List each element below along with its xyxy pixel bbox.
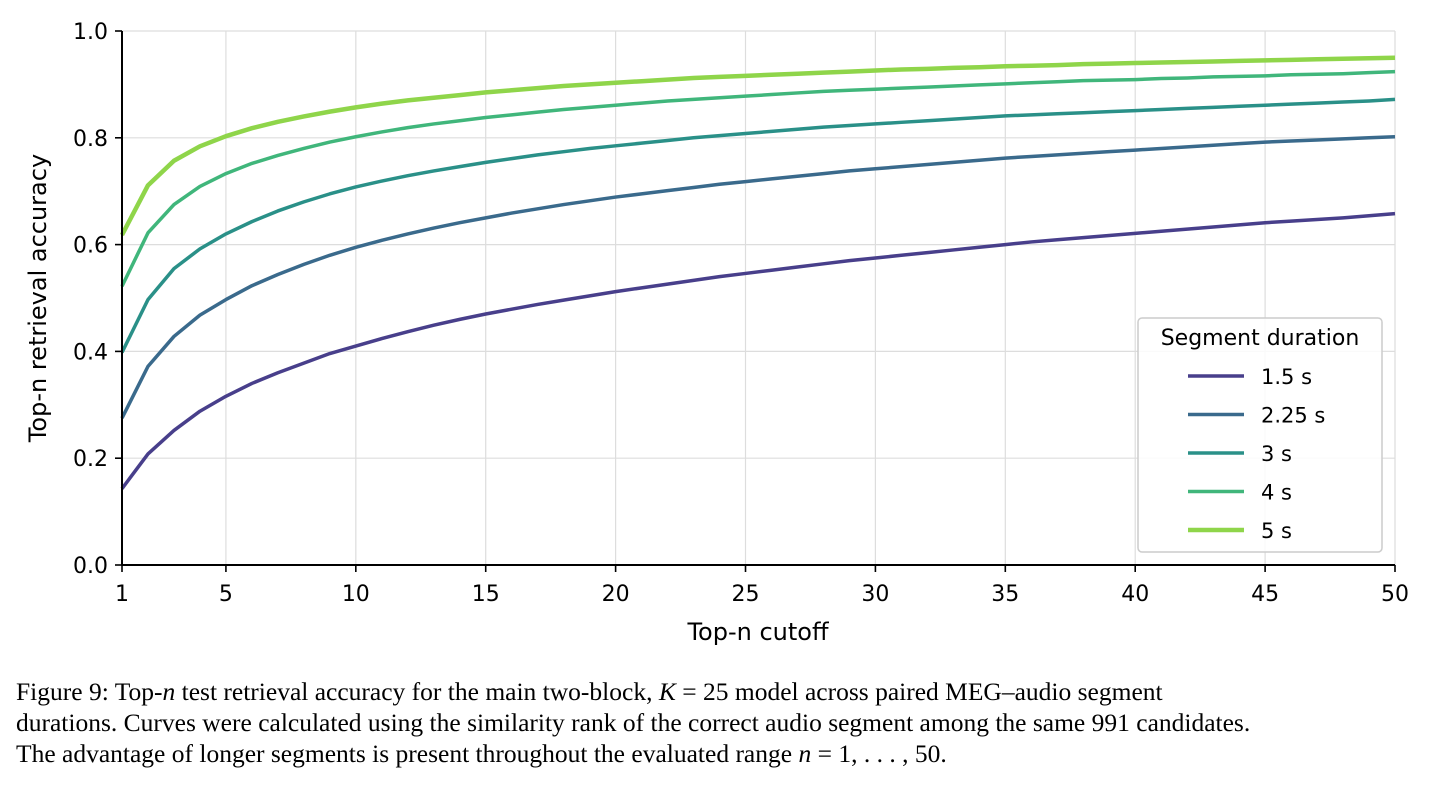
y-tick-label: 0.6	[73, 234, 108, 259]
figure-caption: Figure 9: Top-n test retrieval accuracy …	[16, 676, 1431, 769]
y-tick-label: 0.8	[73, 127, 108, 152]
x-tick-label: 35	[991, 582, 1019, 607]
x-tick-label: 5	[219, 582, 233, 607]
caption-line-1: Figure 9: Top-n test retrieval accuracy …	[16, 677, 1163, 706]
legend-label-2: 2.25 s	[1261, 404, 1325, 428]
x-tick-label: 15	[472, 582, 500, 607]
legend-box	[1137, 317, 1383, 553]
series-line-2	[120, 134, 1396, 419]
legend-label-3: 3 s	[1261, 442, 1292, 466]
x-tick-label: 10	[342, 582, 370, 607]
caption-line-2: durations. Curves were calculated using …	[16, 708, 1251, 737]
legend-label-4: 4 s	[1261, 481, 1292, 505]
y-tick-label: 1.0	[73, 20, 108, 45]
legend-label-1: 1.5 s	[1261, 365, 1312, 389]
series-line-5	[120, 55, 1396, 237]
y-tick-label: 0.0	[73, 554, 108, 579]
x-tick-label: 30	[861, 582, 889, 607]
caption-line-3: The advantage of longer segments is pres…	[16, 739, 947, 768]
chart: 1 5 10 15 20 25 30 35 40 45 500.00.20.40.60.81.0 T…	[24, 20, 1409, 646]
x-axis-label: Top-n cutoff	[686, 618, 829, 646]
legend-label-5: 5 s	[1261, 519, 1292, 543]
y-tick-label: 0.4	[73, 340, 108, 365]
series-line-1	[120, 211, 1396, 490]
x-tick-label: 45	[1251, 582, 1279, 607]
x-tick-label: 1	[115, 582, 129, 607]
legend: Segment duration 1.5 s 2.25 s 3 s 4 s 5 s	[1137, 317, 1383, 553]
series-line-4	[120, 69, 1396, 288]
axes: 1 5 10 15 20 25 30 35 40 45 500.00.20.40.60.81.0	[73, 20, 1409, 607]
legend-title: Segment duration	[1161, 326, 1360, 351]
series-line-3	[120, 97, 1396, 354]
x-tick-label: 40	[1121, 582, 1149, 607]
y-axis-label: Top-n retrieval accuracy	[24, 154, 52, 443]
series-lines	[120, 55, 1396, 490]
x-tick-label: 50	[1381, 582, 1409, 607]
x-tick-label: 20	[602, 582, 630, 607]
y-tick-label: 0.2	[73, 447, 108, 472]
x-tick-label: 25	[732, 582, 760, 607]
